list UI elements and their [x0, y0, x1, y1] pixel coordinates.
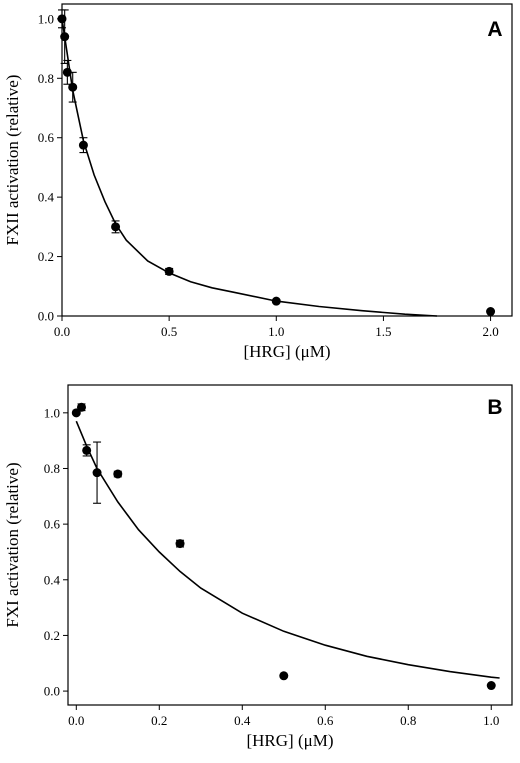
- y-tick-label: 1.0: [38, 11, 54, 26]
- panel-b-chart: 0.0 0.2 0.4 0.6 0.8 1.0 0.0 0.2 0.4 0.6 0.8 1.0 [HRG…: [3, 384, 513, 750]
- x-tick-label: 0.2: [151, 713, 167, 728]
- x-tick-label: 2.0: [482, 324, 498, 339]
- x-tick-label: 1.0: [483, 713, 499, 728]
- data-point: [62, 67, 72, 77]
- y-tick-label: 0.2: [44, 628, 60, 643]
- y-tick-label: 0.8: [38, 71, 54, 86]
- panel-letter: B: [487, 396, 502, 419]
- data-point: [486, 681, 496, 691]
- data-point: [78, 140, 88, 150]
- x-axis-title: [HRG] (μM): [246, 731, 333, 750]
- data-point: [68, 82, 78, 92]
- fit-curve: [75, 420, 500, 679]
- y-tick-label: 0.8: [44, 461, 60, 476]
- y-tick-label: 0.4: [38, 190, 55, 205]
- y-axis-title: FXII activation (relative): [3, 75, 22, 246]
- y-tick-label: 0.2: [38, 249, 54, 264]
- data-point: [113, 469, 123, 479]
- data-point: [60, 32, 70, 42]
- x-tick-label: 0.6: [317, 713, 334, 728]
- data-point: [164, 266, 174, 276]
- plot-frame: [67, 384, 513, 706]
- data-point: [76, 402, 86, 412]
- data-point: [82, 445, 92, 455]
- panel-letter: A: [487, 18, 502, 41]
- fit-curve: [61, 18, 438, 317]
- x-tick-label: 0.4: [234, 713, 251, 728]
- y-tick-label: 0.4: [44, 572, 61, 587]
- x-tick-label: 1.5: [375, 324, 391, 339]
- x-tick-label: 0.0: [54, 324, 70, 339]
- data-point: [175, 539, 185, 549]
- x-tick-label: 0.8: [400, 713, 416, 728]
- y-tick-label: 1.0: [44, 405, 60, 420]
- data-point: [486, 307, 496, 317]
- panel-a-chart: 0.0 0.5 1.0 1.5 2.0 0.0 0.2 0.4 0.6 0.8 1.0 [HRG] (…: [3, 3, 513, 361]
- data-point: [271, 296, 281, 306]
- y-tick-label: 0.0: [38, 309, 54, 324]
- data-point: [111, 222, 121, 232]
- data-point: [92, 468, 102, 478]
- plot-frame: [61, 3, 513, 317]
- y-axis-title: FXI activation (relative): [3, 462, 22, 627]
- x-tick-label: 1.0: [268, 324, 284, 339]
- y-tick-label: 0.6: [38, 130, 55, 145]
- x-tick-label: 0.5: [161, 324, 177, 339]
- x-tick-label: 0.0: [68, 713, 84, 728]
- y-tick-label: 0.6: [44, 517, 61, 532]
- y-tick-label: 0.0: [44, 684, 60, 699]
- data-point: [279, 671, 289, 681]
- x-axis-title: [HRG] (μM): [243, 342, 330, 361]
